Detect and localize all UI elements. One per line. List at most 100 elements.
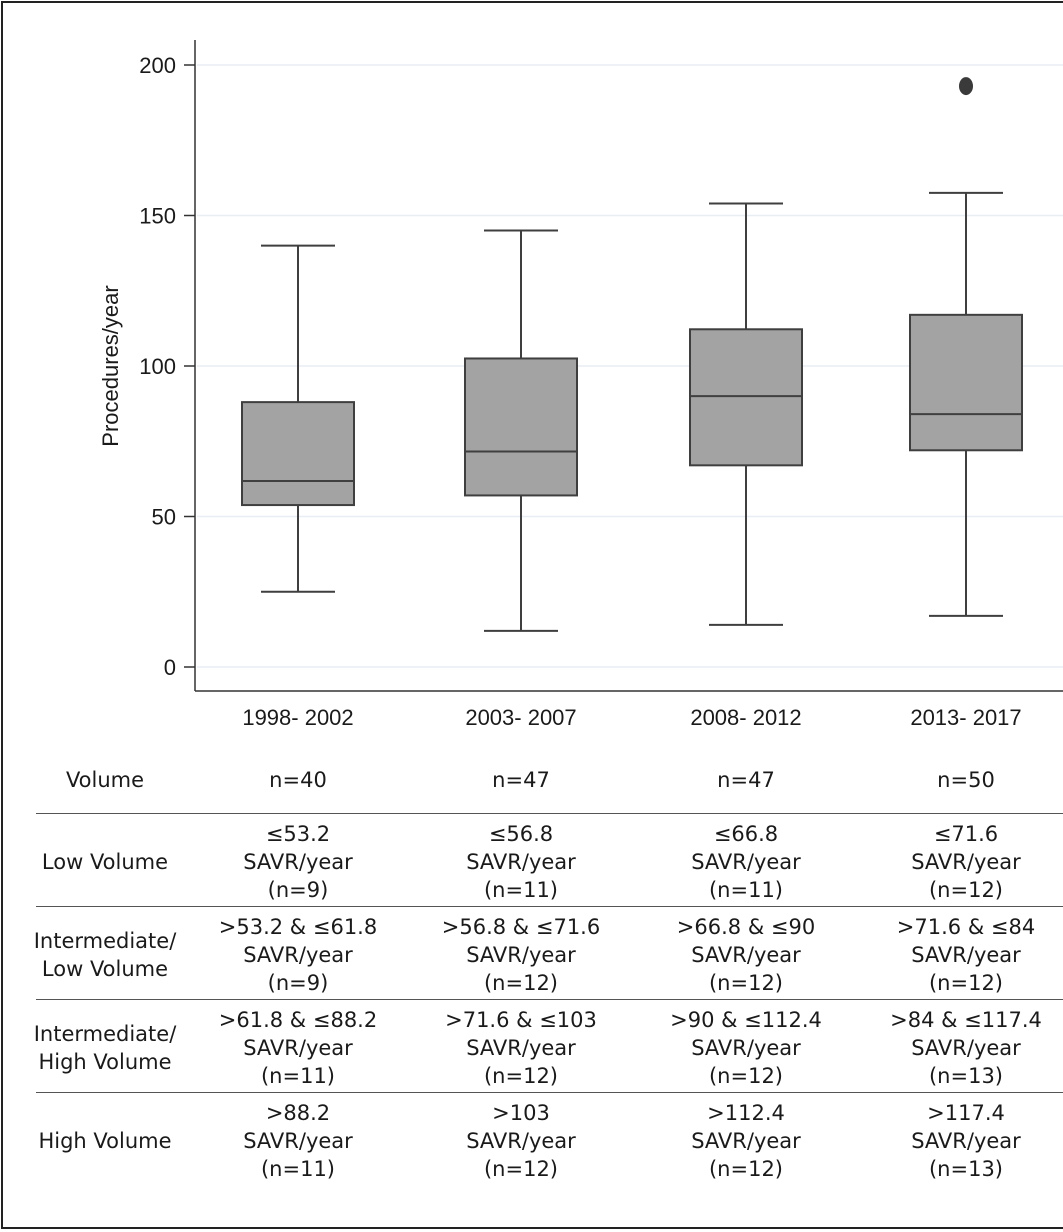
table-cell-line: (n=9): [267, 970, 329, 995]
row-label: Volume: [14, 766, 196, 794]
table-cell-line: (n=12): [928, 877, 1003, 902]
table-cell-line: ≤53.2: [265, 821, 331, 846]
table-cell-line: n=47: [492, 768, 550, 792]
table-cell-line: (n=12): [708, 1156, 783, 1181]
table-cell: n=47: [641, 766, 851, 794]
table-cell-line: (n=12): [708, 1063, 783, 1088]
table-cell-line: >61.8 & ≤88.2: [218, 1007, 378, 1032]
table-cell-line: >71.6 & ≤103: [445, 1007, 597, 1032]
table-cell-line: SAVR/year: [691, 942, 801, 967]
y-tick-label: 0: [164, 655, 176, 680]
row-label-line: High Volume: [38, 1049, 172, 1074]
row-label: Intermediate/High Volume: [14, 1020, 196, 1076]
table-cell: n=40: [193, 766, 403, 794]
table-cell-line: (n=13): [928, 1156, 1003, 1181]
table-cell-line: >103: [492, 1100, 550, 1125]
table-cell: >71.6 & ≤103 SAVR/year (n=12): [416, 1006, 626, 1090]
table-cell-line: n=50: [937, 768, 995, 792]
row-label: Intermediate/Low Volume: [14, 927, 196, 983]
iqr-box: [909, 313, 1023, 452]
box-plot: 0 50 100 150 200 Procedures/year 1998- 2002 200…: [98, 40, 1063, 730]
row-label-line: Intermediate/: [33, 928, 177, 953]
x-tick-label: 2013- 2017: [910, 705, 1021, 730]
table-cell: >90 & ≤112.4 SAVR/year (n=12): [641, 1006, 851, 1090]
table-cell-line: >117.4: [927, 1100, 1005, 1125]
table-cell-line: SAVR/year: [911, 1128, 1021, 1153]
table-cell-line: n=40: [269, 768, 327, 792]
row-label: Low Volume: [14, 848, 196, 876]
table-cell-line: >71.6 & ≤84: [896, 914, 1036, 939]
table-cell: >53.2 & ≤61.8 SAVR/year (n=9): [193, 913, 403, 997]
table-cell: ≤53.2 SAVR/year (n=9): [193, 820, 403, 904]
iqr-box: [241, 401, 355, 507]
table-cell-line: (n=12): [483, 970, 558, 995]
table-cell: >103 SAVR/year (n=12): [416, 1099, 626, 1183]
table-cell-line: >53.2 & ≤61.8: [218, 914, 378, 939]
table-cell: n=50: [861, 766, 1063, 794]
table-cell: >88.2 SAVR/year (n=11): [193, 1099, 403, 1183]
x-tick-label: 1998- 2002: [242, 705, 353, 730]
table-cell: n=47: [416, 766, 626, 794]
table-cell-line: >112.4: [707, 1100, 785, 1125]
row-label-line: Low Volume: [41, 849, 169, 874]
x-tick-label: 2003- 2007: [465, 705, 576, 730]
table-cell: >84 & ≤117.4 SAVR/year (n=13): [861, 1006, 1063, 1090]
y-tick-label: 50: [152, 505, 176, 530]
table-cell: >117.4 SAVR/year (n=13): [861, 1099, 1063, 1183]
table-cell-line: SAVR/year: [466, 849, 576, 874]
table-cell: >112.4 SAVR/year (n=12): [641, 1099, 851, 1183]
table-divider: [36, 999, 1063, 1000]
y-tick-label: 200: [139, 53, 176, 78]
row-label-line: Intermediate/: [33, 1021, 177, 1046]
table-divider: [36, 1092, 1063, 1093]
table-cell: >61.8 & ≤88.2 SAVR/year (n=11): [193, 1006, 403, 1090]
table-cell-line: SAVR/year: [466, 942, 576, 967]
table-cell-line: SAVR/year: [243, 849, 353, 874]
table-cell-line: >56.8 & ≤71.6: [441, 914, 601, 939]
y-tick-label: 100: [139, 354, 176, 379]
row-label: High Volume: [14, 1127, 196, 1155]
table-cell-line: (n=12): [483, 1156, 558, 1181]
table-cell-line: ≤56.8: [488, 821, 554, 846]
table-cell: ≤66.8 SAVR/year (n=11): [641, 820, 851, 904]
table-cell-line: SAVR/year: [243, 942, 353, 967]
table-cell: ≤71.6 SAVR/year (n=12): [861, 820, 1063, 904]
table-cell-line: SAVR/year: [911, 1035, 1021, 1060]
iqr-box: [689, 328, 803, 467]
iqr-box: [464, 357, 578, 497]
table-divider: [36, 813, 1063, 814]
table-cell-line: ≤71.6: [933, 821, 999, 846]
table-cell-line: SAVR/year: [466, 1128, 576, 1153]
table-cell-line: (n=11): [708, 877, 783, 902]
table-cell-line: SAVR/year: [691, 1035, 801, 1060]
table-cell-line: (n=11): [260, 1156, 335, 1181]
table-cell-line: (n=11): [260, 1063, 335, 1088]
outlier-point: [959, 77, 973, 96]
table-cell: ≤56.8 SAVR/year (n=11): [416, 820, 626, 904]
x-tick-label: 2008- 2012: [690, 705, 801, 730]
row-label-line: High Volume: [38, 1128, 172, 1153]
y-axis-label: Procedures/year: [98, 285, 123, 446]
table-cell-line: >88.2: [265, 1100, 331, 1125]
table-cell-line: SAVR/year: [243, 1128, 353, 1153]
table-cell-line: SAVR/year: [911, 942, 1021, 967]
row-label-line: Low Volume: [41, 956, 169, 981]
table-cell-line: ≤66.8: [713, 821, 779, 846]
table-divider: [36, 906, 1063, 907]
table-cell-line: >90 & ≤112.4: [670, 1007, 822, 1032]
table-cell-line: SAVR/year: [911, 849, 1021, 874]
table-cell-line: (n=12): [483, 1063, 558, 1088]
table-cell-line: SAVR/year: [691, 849, 801, 874]
table-cell-line: >66.8 & ≤90: [676, 914, 816, 939]
y-tick-label: 150: [139, 204, 176, 229]
table-cell: >56.8 & ≤71.6 SAVR/year (n=12): [416, 913, 626, 997]
table-cell-line: SAVR/year: [243, 1035, 353, 1060]
table-cell-line: (n=9): [267, 877, 329, 902]
table-cell-line: (n=12): [708, 970, 783, 995]
table-cell: >66.8 & ≤90 SAVR/year (n=12): [641, 913, 851, 997]
table-cell-line: (n=12): [928, 970, 1003, 995]
table-cell-line: (n=13): [928, 1063, 1003, 1088]
row-label-line: Volume: [65, 768, 145, 792]
table-cell-line: n=47: [717, 768, 775, 792]
